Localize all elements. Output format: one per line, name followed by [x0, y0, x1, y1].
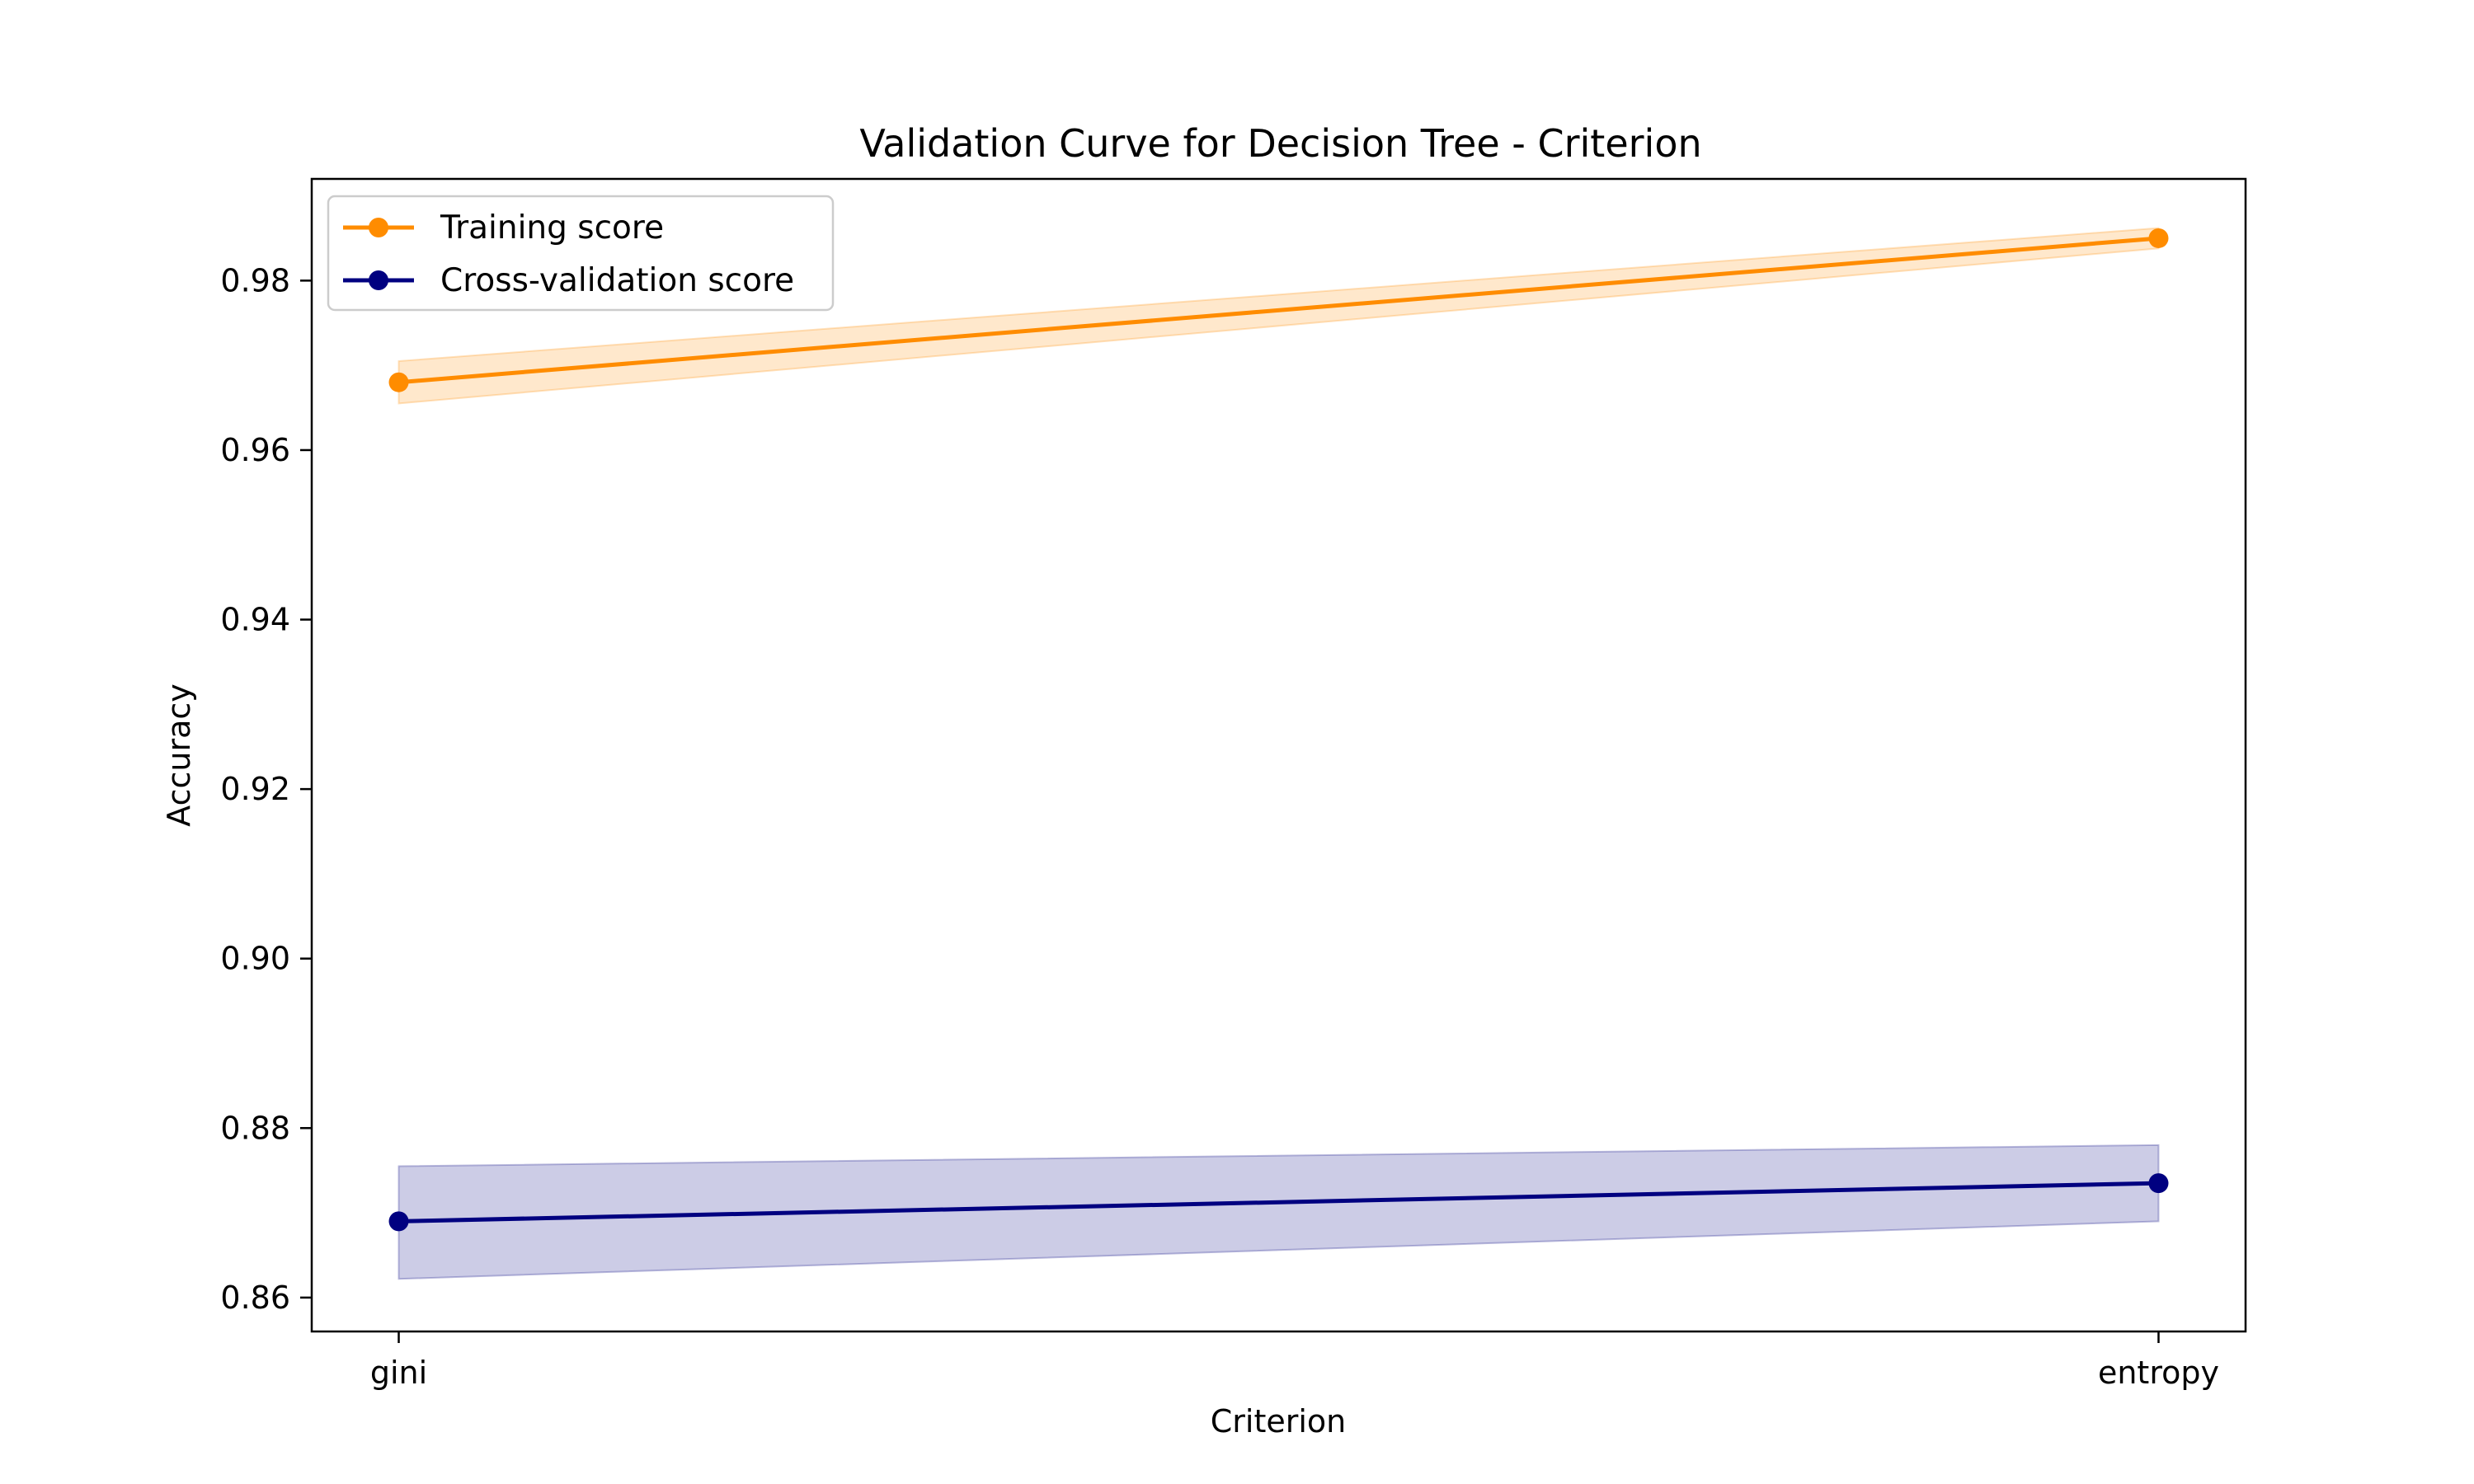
training-score-point-gini: [388, 372, 409, 392]
legend-entries: Training score Cross-validation score: [343, 209, 794, 299]
x-tick-label: gini: [370, 1355, 427, 1391]
x-axis-label: Criterion: [1211, 1403, 1347, 1439]
training-score-point-entropy: [2148, 228, 2169, 248]
legend-marker-cross-validation-score: [369, 270, 388, 290]
legend-label-cross-validation-score: Cross-validation score: [440, 262, 794, 299]
legend-label-training-score: Training score: [440, 209, 664, 247]
chart-title: Validation Curve for Decision Tree - Cri…: [859, 121, 1701, 166]
x-axis: gini entropy: [370, 1331, 2219, 1391]
cross-validation-score-point-entropy: [2148, 1173, 2169, 1194]
y-tick-label: 0.86: [220, 1280, 290, 1316]
y-tick-label: 0.96: [220, 432, 290, 468]
x-tick-label: entropy: [2098, 1355, 2219, 1391]
confidence-bands: [397, 227, 2160, 1280]
chart-legend: Training score Cross-validation score: [327, 195, 835, 312]
y-tick-label: 0.88: [220, 1110, 290, 1146]
cross-validation-score-point-gini: [388, 1211, 409, 1232]
y-axis: 0.86 0.88 0.90 0.92 0.94 0.96 0.98: [220, 262, 312, 1316]
series-lines: [398, 236, 2159, 1223]
y-tick-label: 0.92: [220, 771, 290, 807]
plot-area-frame: [310, 177, 2247, 1333]
y-axis-label: Accuracy: [161, 683, 197, 827]
legend-box: [327, 195, 835, 312]
series-points: [388, 228, 2169, 1232]
y-tick-label: 0.90: [220, 941, 290, 977]
cross-validation-score-line: [398, 1181, 2159, 1223]
y-tick-label: 0.98: [220, 262, 290, 298]
legend-marker-training-score: [369, 218, 388, 237]
training-score-line: [398, 236, 2159, 385]
cross-validation-score-band: [397, 1144, 2160, 1280]
y-tick-label: 0.94: [220, 602, 290, 638]
